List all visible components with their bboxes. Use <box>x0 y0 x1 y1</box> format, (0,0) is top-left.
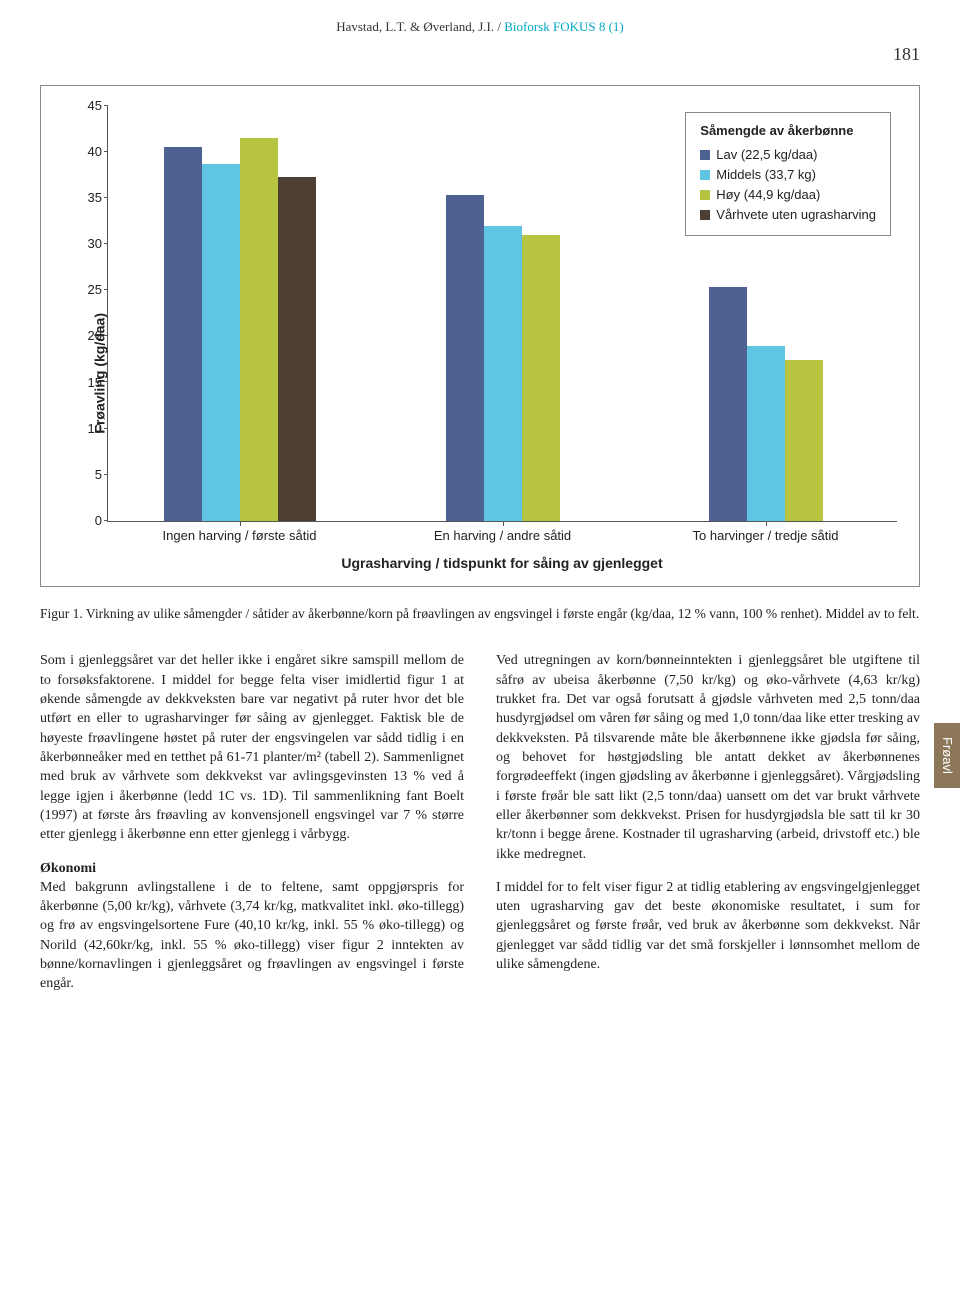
bar <box>522 235 560 521</box>
authors: Havstad, L.T. & Øverland, J.I. / <box>336 19 504 34</box>
y-tick-label: 10 <box>72 420 102 438</box>
legend-swatch <box>700 210 710 220</box>
bar <box>240 138 278 521</box>
chart-container: Frøavling (kg/daa) Ingen harving / først… <box>40 85 920 587</box>
y-tick-label: 25 <box>72 281 102 299</box>
y-tick-label: 15 <box>72 373 102 391</box>
y-tick-label: 0 <box>72 512 102 530</box>
legend-swatch <box>700 190 710 200</box>
legend-swatch <box>700 170 710 180</box>
page-number: 181 <box>40 42 920 67</box>
y-tick-label: 45 <box>72 97 102 115</box>
bar <box>484 226 522 521</box>
y-tick-label: 40 <box>72 143 102 161</box>
page-header: Havstad, L.T. & Øverland, J.I. / Biofors… <box>40 18 920 36</box>
legend-item: Vårhvete uten ugrasharving <box>700 205 876 225</box>
left-column: Som i gjenleggsåret var det heller ikke … <box>40 651 464 993</box>
chart-legend: Såmengde av åkerbønne Lav (22,5 kg/daa)M… <box>685 112 891 237</box>
legend-title: Såmengde av åkerbønne <box>700 121 876 141</box>
x-axis-label: Ugrasharving / tidspunkt for såing av gj… <box>107 554 897 573</box>
paragraph: Med bakgrunn avlingstallene i de to felt… <box>40 878 464 994</box>
paragraph: I middel for to felt viser figur 2 at ti… <box>496 878 920 975</box>
bar <box>164 147 202 521</box>
category-label: En harving / andre såtid <box>371 527 634 545</box>
right-column: Ved utregningen av korn/bønneinntekten i… <box>496 651 920 993</box>
category-label: Ingen harving / første såtid <box>108 527 371 545</box>
category-label: To harvinger / tredje såtid <box>634 527 897 545</box>
section-tab: Frøavl <box>934 723 960 788</box>
body-columns: Som i gjenleggsåret var det heller ikke … <box>40 651 920 993</box>
bar <box>709 287 747 521</box>
journal: Bioforsk FOKUS 8 (1) <box>504 19 624 34</box>
legend-swatch <box>700 150 710 160</box>
legend-label: Høy (44,9 kg/daa) <box>716 185 820 205</box>
bar-chart: Frøavling (kg/daa) Ingen harving / først… <box>55 98 905 578</box>
legend-label: Lav (22,5 kg/daa) <box>716 145 817 165</box>
paragraph: Ved utregningen av korn/bønneinntekten i… <box>496 651 920 863</box>
figure-caption: Figur 1. Virkning av ulike såmengder / s… <box>40 605 920 624</box>
legend-item: Middels (33,7 kg) <box>700 165 876 185</box>
bar <box>202 164 240 521</box>
bar <box>446 195 484 521</box>
bar <box>785 360 823 520</box>
legend-label: Middels (33,7 kg) <box>716 165 816 185</box>
bar <box>278 177 316 521</box>
bar <box>747 346 785 521</box>
subheading: Økonomi <box>40 859 464 878</box>
paragraph: Som i gjenleggsåret var det heller ikke … <box>40 651 464 844</box>
bar-group: En harving / andre såtid <box>371 106 634 521</box>
legend-item: Lav (22,5 kg/daa) <box>700 145 876 165</box>
y-tick-label: 35 <box>72 189 102 207</box>
y-tick-label: 20 <box>72 327 102 345</box>
legend-item: Høy (44,9 kg/daa) <box>700 185 876 205</box>
y-tick-label: 5 <box>72 466 102 484</box>
y-tick-label: 30 <box>72 235 102 253</box>
bar-group: Ingen harving / første såtid <box>108 106 371 521</box>
legend-label: Vårhvete uten ugrasharving <box>716 205 876 225</box>
